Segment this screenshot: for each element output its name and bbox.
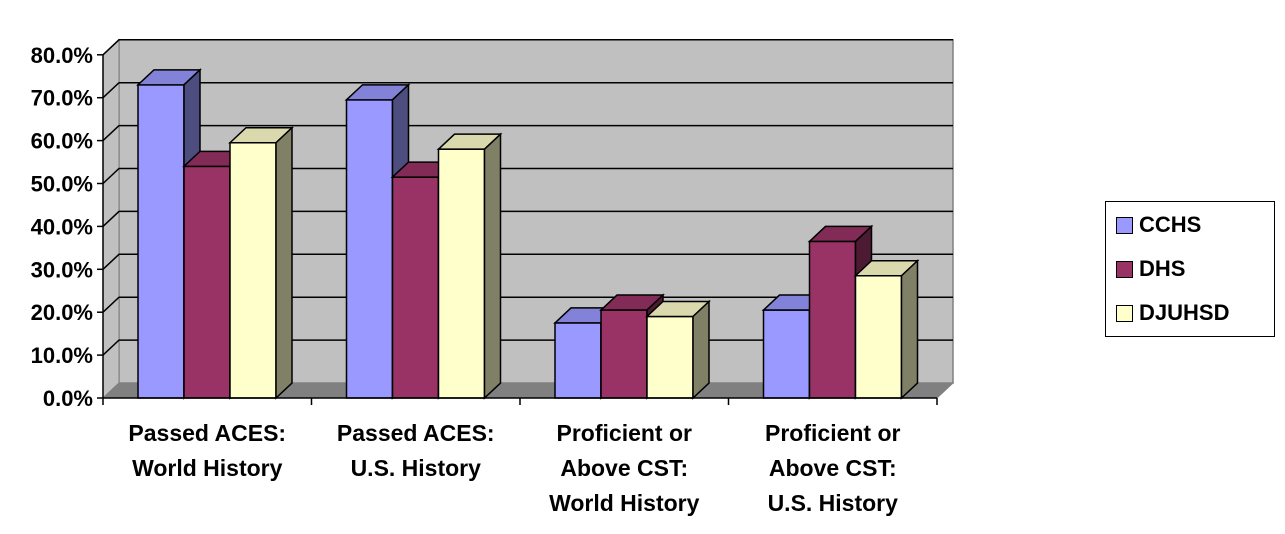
bar-front [808,240,857,399]
bar-side [692,299,710,400]
y-tick-label: 70.0% [31,86,93,111]
gridline [102,210,953,227]
bar-front [345,99,394,399]
x-tick-label: World History [549,490,700,516]
x-tick-label: Passed ACES: [128,420,286,446]
y-tick-label: 80.0% [31,43,93,68]
bar-front [137,84,185,399]
gridline [102,167,953,185]
bar-djuhsd [228,126,294,400]
bar-side [900,259,919,400]
legend-swatch-dhs [1116,260,1133,278]
x-tick-label: Proficient or [557,420,693,446]
bar-djuhsd [436,132,503,400]
x-tick-label: World History [132,455,283,481]
y-tick-label: 0.0% [43,386,93,411]
bar-front [554,322,602,399]
bars [136,68,920,400]
gridlines [102,39,953,356]
bar-djuhsd [645,299,711,400]
y-tick-label: 60.0% [31,129,93,154]
bar-side [275,126,293,400]
gridline [102,124,953,142]
legend-item-djuhsd: DJUHSD [1116,298,1229,328]
y-tick-labels: 0.0% 10.0% 20.0% 30.0% 40.0% 50.0% 60.0% 70.0% 8… [31,43,93,411]
bar-front [437,148,486,399]
bar-side [483,132,502,400]
x-tick-label: Above CST: [560,455,688,481]
legend-label-cchs: CCHS [1139,212,1202,237]
x-tick-label: U.S. History [768,490,899,516]
bar-front [646,315,694,399]
axes [97,54,938,405]
legend-label-djuhsd: DJUHSD [1139,300,1230,325]
legend-item-cchs: CCHS [1116,210,1201,240]
y-tick-label: 20.0% [31,300,93,325]
x-tick-label: Above CST: [769,455,897,481]
gridline [102,253,953,270]
legend-swatch-cchs [1116,216,1133,234]
y-tick-label: 10.0% [31,343,93,368]
x-tick-label: Proficient or [765,420,901,446]
bar-front [600,309,648,399]
bar-djuhsd [853,259,920,400]
bar-front [229,141,277,399]
x-tick-label: U.S. History [351,455,482,481]
gridline [102,81,953,99]
legend-swatch-djuhsd [1116,304,1133,322]
legend-label-dhs: DHS [1139,256,1186,281]
x-tick-labels: Passed ACES: World History Passed ACES: U.S… [128,420,900,516]
gridline [102,296,953,313]
y-tick-label: 40.0% [31,214,93,239]
y-tick-label: 30.0% [31,257,93,282]
legend: CCHS DHS DJUHSD [1105,201,1275,337]
bar-front [183,165,231,399]
x-tick-label: Passed ACES: [337,420,495,446]
gridline [102,39,953,56]
bar-front [391,176,440,399]
bar-front [762,309,811,399]
bar-front [854,274,903,399]
y-tick-label: 50.0% [31,172,93,197]
legend-item-dhs: DHS [1116,254,1185,284]
